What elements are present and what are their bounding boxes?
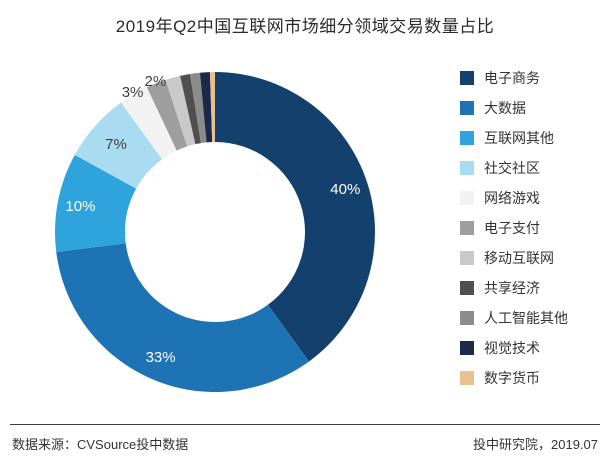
footer: 数据来源：CVSource投中数据 投中研究院，2019.07 <box>12 434 598 453</box>
legend-label: 电子商务 <box>484 70 540 86</box>
legend-item: 共享经济 <box>460 278 568 298</box>
legend-label: 共享经济 <box>484 280 540 296</box>
pie-slice <box>56 243 310 392</box>
legend-item: 大数据 <box>460 98 568 118</box>
legend-label: 互联网其他 <box>484 130 554 146</box>
legend-swatch <box>460 221 474 235</box>
legend-swatch <box>460 101 474 115</box>
legend-label: 网络游戏 <box>484 190 540 206</box>
pie-slice <box>74 102 163 189</box>
slice-percentage-label: 7% <box>105 136 127 153</box>
chart-title: 2019年Q2中国互联网市场细分领域交易数量占比 <box>115 17 495 36</box>
pie-slice <box>199 72 213 143</box>
legend-item: 视觉技术 <box>460 338 568 358</box>
pie-slice <box>180 73 201 145</box>
legend-label: 大数据 <box>484 100 526 116</box>
pie-slice <box>165 75 196 147</box>
legend-label: 移动互联网 <box>484 250 554 266</box>
slice-percentage-label: 3% <box>122 84 144 101</box>
legend-item: 网络游戏 <box>460 188 568 208</box>
legend-label: 数字货币 <box>484 370 540 386</box>
legend-swatch <box>460 311 474 325</box>
pie-slice <box>189 72 207 144</box>
legend-item: 社交社区 <box>460 158 568 178</box>
pie-slice <box>55 154 137 253</box>
pie-slice <box>120 87 177 160</box>
legend-label: 社交社区 <box>484 160 540 176</box>
donut-chart: 40% 33% 10% 7% 3%2% <box>55 72 376 392</box>
footer-divider <box>10 424 600 425</box>
legend-swatch <box>460 251 474 265</box>
legend-swatch <box>460 191 474 205</box>
legend-swatch <box>460 161 474 175</box>
slice-percentage-label: 33% <box>146 349 176 366</box>
legend-swatch <box>460 341 474 355</box>
slice-percentage-label: 2% <box>145 73 167 90</box>
legend-swatch <box>460 71 474 85</box>
data-source-text: 数据来源：CVSource投中数据 <box>12 437 189 452</box>
chart-legend: 电子商务大数据互联网其他社交社区网络游戏电子支付移动互联网共享经济人工智能其他视… <box>460 68 568 388</box>
legend-item: 数字货币 <box>460 368 568 388</box>
pie-slice <box>146 79 188 151</box>
slice-percentage-label: 40% <box>330 181 360 198</box>
pie-slice <box>215 72 376 362</box>
legend-swatch <box>460 281 474 295</box>
legend-item: 人工智能其他 <box>460 308 568 328</box>
legend-item: 电子支付 <box>460 218 568 238</box>
publisher-date-text: 投中研究院，2019.07 <box>473 437 598 452</box>
legend-item: 电子商务 <box>460 68 568 88</box>
pie-slice <box>209 72 215 143</box>
legend-swatch <box>460 371 474 385</box>
legend-label: 电子支付 <box>484 220 540 236</box>
legend-item: 移动互联网 <box>460 248 568 268</box>
legend-swatch <box>460 131 474 145</box>
slice-percentage-label: 10% <box>65 198 95 215</box>
legend-item: 互联网其他 <box>460 128 568 148</box>
legend-label: 视觉技术 <box>484 340 540 356</box>
legend-label: 人工智能其他 <box>484 310 568 326</box>
